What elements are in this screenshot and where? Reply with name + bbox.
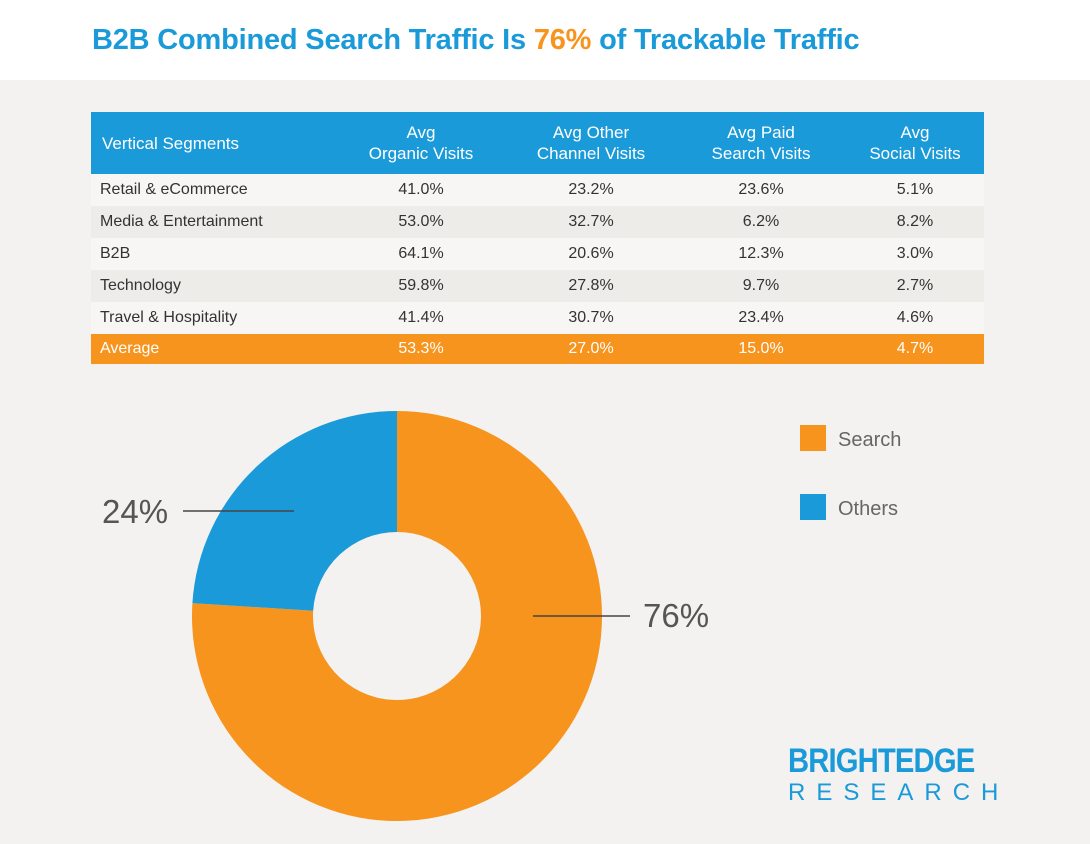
table-cell: 4.7% [896,340,934,357]
table-cell: 8.2% [896,213,934,230]
legend-swatch-search [800,425,826,451]
table-row: Media & Entertainment 53.0% 32.7% 6.2% 8… [91,206,984,238]
table-header-row: Vertical Segments Avg Organic Visits Avg… [91,112,984,174]
traffic-table: Vertical Segments Avg Organic Visits Avg… [91,112,984,364]
table-cell: 30.7% [568,309,614,326]
table-cell: 5.1% [896,181,934,198]
table-cell: Retail & eCommerce [100,181,248,198]
table-cell: 23.2% [568,181,614,198]
table-average-row: Average 53.3% 27.0% 15.0% 4.7% [91,334,984,364]
table-cell: 53.3% [398,340,444,357]
table-cell: 64.1% [398,245,444,262]
donut-slice-others [192,411,397,611]
logo-line-2: RESEARCH [788,779,1010,806]
legend-swatch-others [800,494,826,520]
table-cell: 6.2% [742,213,780,230]
search-slice-label: 76% [643,597,709,634]
brightedge-logo: BRIGHTEDGE RESEARCH [788,742,1010,806]
table-row: Technology 59.8% 27.8% 9.7% 2.7% [91,270,984,302]
table-cell: 12.3% [738,245,784,262]
header-other-channel-visits: Avg Other Channel Visits [536,123,646,163]
table-cell: Media & Entertainment [100,213,263,230]
legend-label-search: Search [838,429,901,451]
table-cell: Travel & Hospitality [100,309,238,326]
header-vertical-segments: Vertical Segments [102,133,240,153]
table-cell: 3.0% [896,245,934,262]
table-cell: 41.0% [398,181,444,198]
table-row: Retail & eCommerce 41.0% 23.2% 23.6% 5.1… [91,174,984,206]
table-cell: 23.6% [738,181,784,198]
table-cell: 32.7% [568,213,614,230]
title-prefix: B2B Combined Search Traffic Is [92,24,534,56]
header-organic-visits: Avg Organic Visits [368,123,474,163]
header-band: B2B Combined Search Traffic Is 76% of Tr… [0,0,1090,80]
logo-line-1: BRIGHTEDGE [788,742,975,780]
table-cell: 41.4% [398,309,444,326]
others-slice-label: 24% [102,493,168,530]
title-suffix: of Trackable Traffic [591,24,860,56]
table-cell: 15.0% [738,340,784,357]
table-cell: 23.4% [738,309,784,326]
table-cell: 4.6% [896,309,934,326]
table-cell: 27.8% [568,277,614,294]
legend-label-others: Others [838,498,898,520]
table-cell: Technology [100,277,181,294]
table-cell: 53.0% [398,213,444,230]
page-title: B2B Combined Search Traffic Is 76% of Tr… [92,24,860,57]
table-cell: Average [100,340,160,357]
header-paid-search-visits: Avg Paid Search Visits [711,123,811,163]
table-cell: 9.7% [742,277,780,294]
table-row: Travel & Hospitality 41.4% 30.7% 23.4% 4… [91,302,984,334]
table-cell: 27.0% [568,340,614,357]
table-cell: 59.8% [398,277,444,294]
donut-slices [191,411,602,821]
table-cell: 2.7% [896,277,934,294]
title-highlight: 76% [533,24,592,56]
table-cell: B2B [100,245,131,262]
table-cell: 20.6% [568,245,614,262]
donut-slice-search [191,411,602,821]
header-social-visits: Avg Social Visits [869,123,961,163]
table-row: B2B 64.1% 20.6% 12.3% 3.0% [91,238,984,270]
